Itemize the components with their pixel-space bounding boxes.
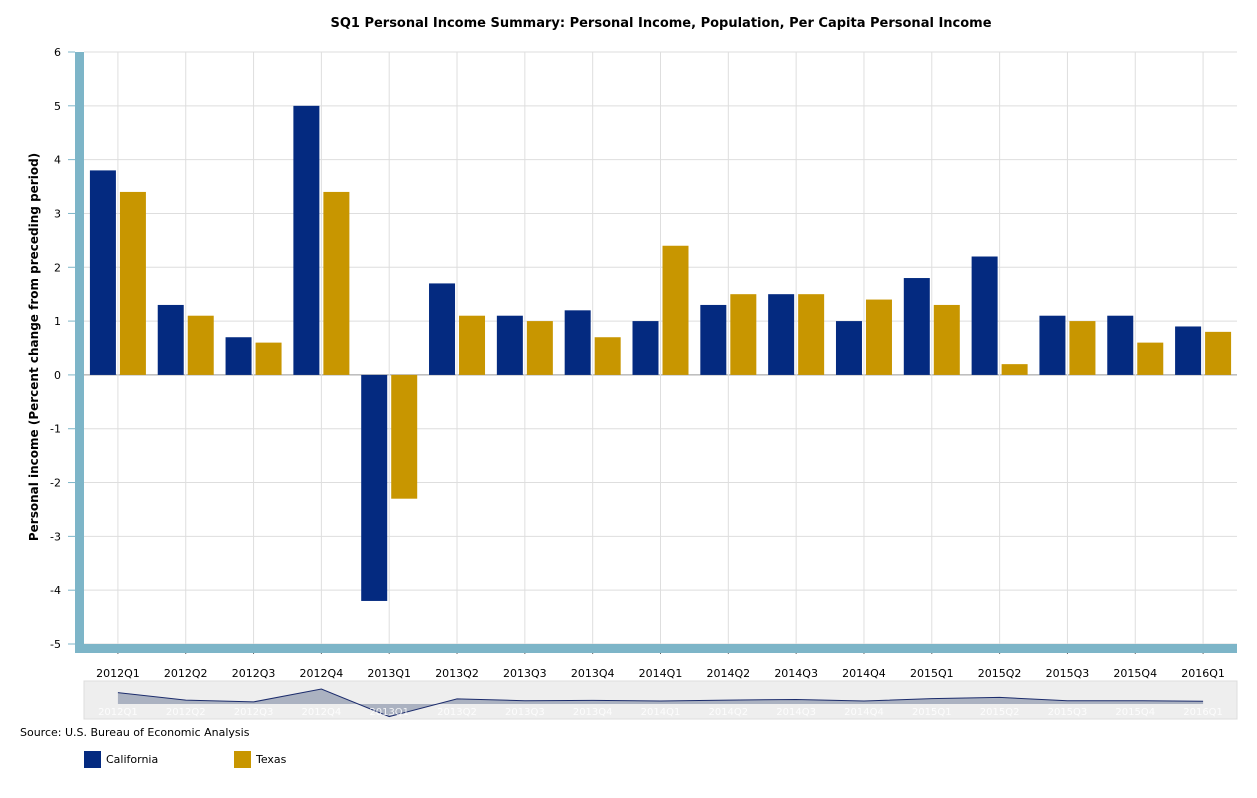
navigator-label-2015q4: 2015Q4	[1115, 707, 1155, 718]
bar-texas-2015q3[interactable]	[1069, 321, 1096, 375]
x-tick-label-2013q1: 2013Q1	[367, 667, 411, 680]
bar-texas-2014q4[interactable]	[865, 299, 892, 375]
bar-texas-2013q4[interactable]	[594, 337, 621, 375]
bar-california-2015q3[interactable]	[1039, 315, 1066, 375]
x-tick-label-2014q1: 2014Q1	[639, 667, 683, 680]
bar-california-2014q4[interactable]	[835, 321, 862, 375]
bar-texas-2013q3[interactable]	[526, 321, 553, 375]
bar-california-2014q2[interactable]	[700, 304, 727, 375]
y-tick-label: -1	[50, 423, 61, 436]
axes	[68, 51, 1237, 654]
navigator-label-2013q2: 2013Q2	[437, 707, 477, 718]
bar-california-2015q2[interactable]	[971, 256, 998, 375]
navigator-label-2014q1: 2014Q1	[641, 707, 681, 718]
bar-texas-2014q1[interactable]	[662, 245, 689, 375]
legend-label-texas: Texas	[256, 753, 287, 766]
bar-texas-2013q2[interactable]	[459, 315, 486, 375]
navigator[interactable]: 2012Q1 2012Q2 2012Q3 2012Q4 2013Q1 2013Q2 2013…	[83, 680, 1238, 720]
bar-texas-2012q2[interactable]	[187, 315, 214, 375]
bar-california-2013q1[interactable]	[361, 374, 388, 601]
legend-swatch-california	[84, 751, 101, 768]
y-tick-label: -3	[50, 530, 61, 543]
y-tick-label: -2	[50, 477, 61, 490]
x-tick-label-2015q3: 2015Q3	[1046, 667, 1090, 680]
y-tick-label: 2	[54, 261, 61, 274]
navigator-label-2015q2: 2015Q2	[980, 707, 1020, 718]
y-tick-label: 3	[54, 207, 61, 220]
bar-texas-2014q3[interactable]	[798, 294, 825, 375]
x-tick-label-2015q2: 2015Q2	[978, 667, 1022, 680]
x-tick-label-2012q3: 2012Q3	[232, 667, 276, 680]
navigator-label-2016q1: 2016Q1	[1183, 707, 1223, 718]
y-tick-label: 6	[54, 46, 61, 59]
navigator-label-2015q3: 2015Q3	[1048, 707, 1088, 718]
bars	[89, 105, 1232, 601]
chart-title: SQ1 Personal Income Summary: Personal In…	[330, 16, 991, 31]
bar-california-2014q3[interactable]	[768, 294, 795, 375]
tick-labels: 6 5 4 3 2 1 0 -1 -2 -3 -4 -5 2012Q1 2012Q2 2012Q3 2012Q…	[50, 46, 1225, 680]
legend-item-texas[interactable]: Texas	[234, 751, 384, 768]
navigator-label-2014q2: 2014Q2	[708, 707, 748, 718]
x-tick-label-2013q2: 2013Q2	[435, 667, 479, 680]
navigator-label-2013q4: 2013Q4	[573, 707, 613, 718]
bar-texas-2015q1[interactable]	[933, 304, 960, 375]
bar-california-2013q4[interactable]	[564, 310, 591, 375]
navigator-label-2014q4: 2014Q4	[844, 707, 884, 718]
bar-texas-2012q1[interactable]	[119, 191, 146, 375]
y-tick-label: -5	[50, 638, 61, 651]
x-axis-line	[75, 644, 1237, 653]
navigator-label-2015q1: 2015Q1	[912, 707, 952, 718]
y-tick-label: -4	[50, 584, 61, 597]
navigator-label-2012q1: 2012Q1	[98, 707, 138, 718]
navigator-line	[117, 688, 1204, 718]
navigator-label-2012q3: 2012Q3	[234, 707, 274, 718]
bar-texas-2012q3[interactable]	[255, 342, 282, 375]
navigator-label-2014q3: 2014Q3	[776, 707, 816, 718]
navigator-label-2013q1: 2013Q1	[369, 707, 409, 718]
x-tick-label-2015q1: 2015Q1	[910, 667, 954, 680]
navigator-label-2012q4: 2012Q4	[302, 707, 342, 718]
bar-california-2015q4[interactable]	[1107, 315, 1134, 375]
x-tick-label-2014q4: 2014Q4	[842, 667, 886, 680]
bar-california-2015q1[interactable]	[903, 278, 930, 375]
bar-texas-2012q4[interactable]	[323, 191, 350, 375]
bar-california-2012q3[interactable]	[225, 337, 252, 375]
navigator-label-2012q2: 2012Q2	[166, 707, 206, 718]
x-tick-label-2014q2: 2014Q2	[706, 667, 750, 680]
bar-texas-2013q1[interactable]	[391, 374, 418, 499]
legend-label-california: California	[106, 753, 159, 766]
legend: California Texas	[84, 751, 384, 768]
x-tick-label-2013q3: 2013Q3	[503, 667, 547, 680]
x-tick-label-2012q4: 2012Q4	[300, 667, 344, 680]
source-note: Source: U.S. Bureau of Economic Analysis	[20, 726, 250, 739]
bar-texas-2016q1[interactable]	[1205, 331, 1232, 375]
bar-texas-2015q4[interactable]	[1137, 342, 1164, 375]
x-tick-label-2012q2: 2012Q2	[164, 667, 208, 680]
navigator-label-2013q3: 2013Q3	[505, 707, 545, 718]
y-tick-label: 0	[54, 369, 61, 382]
bar-california-2013q3[interactable]	[496, 315, 523, 375]
bar-california-2012q1[interactable]	[89, 170, 116, 375]
y-tick-label: 5	[54, 100, 61, 113]
x-tick-label-2014q3: 2014Q3	[774, 667, 818, 680]
bar-california-2014q1[interactable]	[632, 321, 659, 375]
bar-texas-2014q2[interactable]	[730, 294, 757, 375]
y-tick-label: 1	[54, 315, 61, 328]
navigator-area	[117, 689, 1204, 717]
bar-california-2016q1[interactable]	[1175, 326, 1202, 375]
x-tick-label-2016q1: 2016Q1	[1181, 667, 1225, 680]
bar-california-2013q2[interactable]	[429, 283, 456, 375]
legend-swatch-texas	[234, 751, 251, 768]
bar-texas-2015q2[interactable]	[1001, 364, 1028, 375]
x-tick-label-2015q4: 2015Q4	[1113, 667, 1157, 680]
legend-item-california[interactable]: California	[84, 751, 234, 768]
bar-california-2012q4[interactable]	[293, 105, 320, 375]
x-tick-label-2013q4: 2013Q4	[571, 667, 615, 680]
y-axis-label: Personal income (Percent change from pre…	[27, 153, 41, 541]
y-axis-line	[75, 52, 84, 653]
x-tick-label-2012q1: 2012Q1	[96, 667, 140, 680]
y-tick-label: 4	[54, 154, 61, 167]
bar-california-2012q2[interactable]	[157, 304, 184, 375]
